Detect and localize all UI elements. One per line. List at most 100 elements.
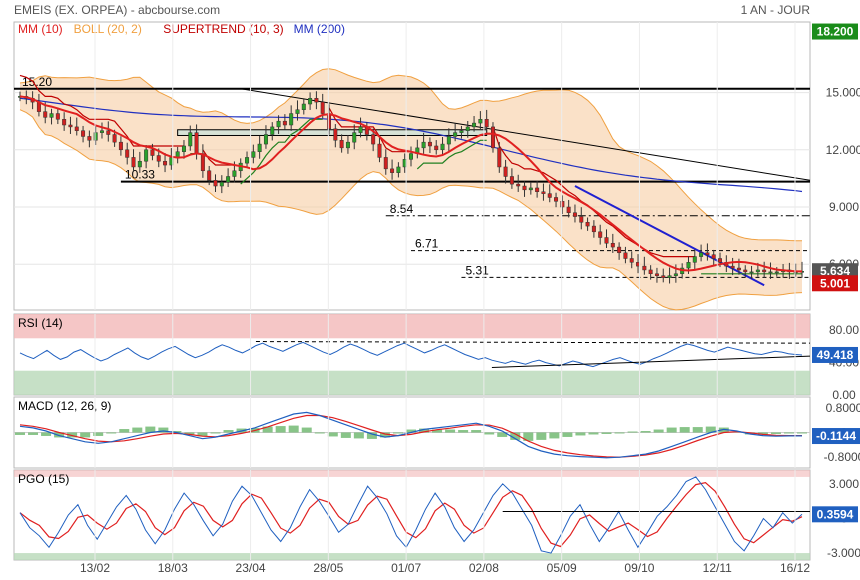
candle-body xyxy=(282,120,287,126)
candle-body xyxy=(263,134,268,145)
candle-body xyxy=(308,98,313,105)
candle-body xyxy=(137,160,142,168)
macd-histogram-bar xyxy=(406,429,416,433)
rsi-y-tick-0: 80.00 xyxy=(829,323,859,337)
candle-body xyxy=(755,269,760,273)
candle-body xyxy=(43,111,48,118)
candle-body xyxy=(188,132,193,147)
mm10-line xyxy=(19,95,803,273)
candle-body xyxy=(585,222,590,227)
candle-body xyxy=(339,140,344,149)
candle-body xyxy=(623,252,628,259)
price-badge-2 xyxy=(812,275,858,292)
candle-body xyxy=(509,176,514,185)
macd-histogram-bar xyxy=(28,432,39,435)
macd-histogram-bar xyxy=(614,432,625,434)
macd-histogram-bar xyxy=(93,432,104,436)
macd-histogram-bar xyxy=(458,430,469,433)
candle-body xyxy=(610,242,615,248)
candle-body xyxy=(535,187,540,192)
macd-histogram-bar xyxy=(80,432,91,438)
x-tick-7: 09/10 xyxy=(624,561,654,575)
candle-body xyxy=(409,153,413,160)
candle-body xyxy=(699,252,704,257)
pgo-y-tick-0: 3.000 xyxy=(829,477,859,491)
candle-body xyxy=(320,101,325,114)
candle-body xyxy=(125,149,130,158)
candle-body xyxy=(118,141,123,151)
macd-histogram-bar xyxy=(171,431,182,433)
candle-body xyxy=(301,103,306,110)
macd-histogram-bar xyxy=(301,427,312,433)
price-badge-1 xyxy=(812,263,858,280)
candle-body xyxy=(434,145,439,151)
candle-body xyxy=(497,147,502,168)
bollinger-band xyxy=(20,68,802,310)
macd-histogram-bar xyxy=(588,432,599,435)
candle-body xyxy=(390,168,395,173)
x-tick-9: 16/12 xyxy=(780,561,810,575)
chart-period: 1 AN - JOUR xyxy=(741,3,811,17)
candle-body xyxy=(711,254,716,259)
price-y-tick-0: 15.000 xyxy=(826,86,860,100)
rsi-badge xyxy=(812,346,858,363)
pgo-lower-zone xyxy=(14,553,810,560)
candle-body xyxy=(106,130,111,135)
candle-body xyxy=(686,262,691,269)
candle-body xyxy=(762,269,767,273)
candle-body xyxy=(194,132,199,154)
chart-title: EMEIS (EX. ORPEA) - abcbourse.com xyxy=(14,3,220,17)
x-tick-5: 02/08 xyxy=(469,561,499,575)
legend-item-2: SUPERTREND (10, 3) xyxy=(163,22,283,36)
level-label-1: 10.33 xyxy=(125,168,155,182)
macd-histogram-bar xyxy=(549,432,560,439)
macd-histogram-bar xyxy=(184,432,195,435)
macd-histogram-bar xyxy=(536,432,547,440)
candle-body xyxy=(522,185,527,191)
candle-body xyxy=(358,126,363,133)
price-badge-0 xyxy=(812,23,858,40)
candle-body xyxy=(743,269,748,273)
macd-histogram-bar xyxy=(718,427,729,433)
macd-histogram-bar xyxy=(783,432,794,434)
rsi-oversold-zone xyxy=(14,370,810,395)
candle-body xyxy=(207,170,212,181)
macd-histogram-bar xyxy=(653,429,664,433)
candle-body xyxy=(465,126,470,131)
candle-body xyxy=(566,206,571,213)
supertrend-segment xyxy=(416,139,487,170)
macd-histogram-bar xyxy=(679,427,690,433)
candle-body xyxy=(692,256,697,263)
rsi-overbought-zone xyxy=(14,314,810,339)
candle-body xyxy=(730,265,735,269)
candle-body xyxy=(768,271,773,274)
candle-body xyxy=(453,132,458,137)
macd-histogram-bar xyxy=(471,430,482,433)
macd-histogram-bar xyxy=(262,426,273,433)
macd-histogram-bar xyxy=(419,428,430,433)
candle-body xyxy=(598,231,603,238)
candle-body xyxy=(87,136,92,141)
macd-histogram-bar xyxy=(575,432,586,436)
candle-body xyxy=(93,132,98,141)
candle-body xyxy=(446,136,451,145)
macd-histogram-bar xyxy=(601,432,612,434)
candle-body xyxy=(383,157,388,170)
downtrend-line xyxy=(240,88,811,181)
supertrend-segment xyxy=(240,118,323,185)
candle-body xyxy=(112,134,117,143)
candle-body xyxy=(226,176,231,183)
macd-histogram-bar xyxy=(288,425,299,433)
candle-body xyxy=(150,149,155,156)
x-tick-4: 01/07 xyxy=(391,561,421,575)
legend-item-0: MM (10) xyxy=(18,22,63,36)
macd-histogram-bar xyxy=(119,429,130,433)
pgo-panel xyxy=(13,469,811,561)
macd-histogram-bar xyxy=(392,432,403,434)
candle-body xyxy=(554,197,559,202)
pgo-y-tick-2: -3.000 xyxy=(827,546,860,560)
candle-body xyxy=(572,212,577,217)
candle-body xyxy=(219,181,224,187)
rsi-y-tick-2: 0.00 xyxy=(832,388,856,402)
macd-histogram-bar xyxy=(327,432,338,437)
